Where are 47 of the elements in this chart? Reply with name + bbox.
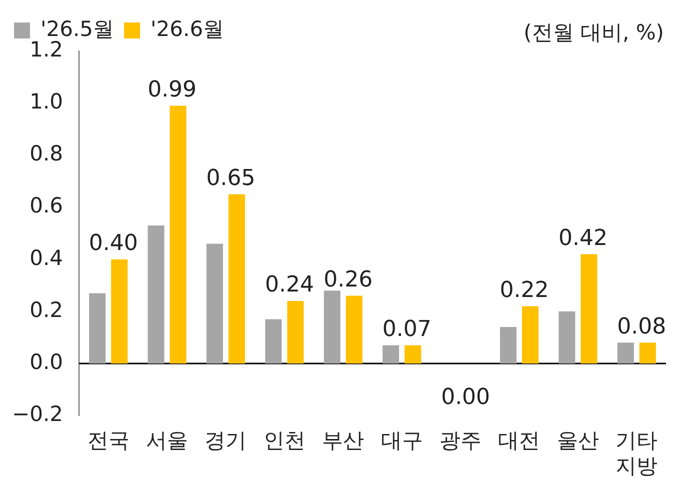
data-label: 0.24 xyxy=(264,272,314,298)
data-label: 0.42 xyxy=(558,226,608,251)
legend-label: '26.6월 xyxy=(150,16,224,41)
x-tick-label: 광주 xyxy=(440,428,482,453)
bar xyxy=(148,225,164,364)
bar xyxy=(346,296,362,364)
bar xyxy=(287,301,304,364)
bar xyxy=(206,244,223,364)
data-label: 0.08 xyxy=(617,314,666,340)
bar xyxy=(324,290,340,364)
y-tick-label: 0.6 xyxy=(30,194,63,218)
bar xyxy=(404,345,422,364)
x-tick-label: 인천 xyxy=(263,428,306,453)
bar xyxy=(170,106,186,364)
x-tick-label: 울산 xyxy=(556,428,599,453)
bar xyxy=(580,254,598,364)
bar xyxy=(382,345,400,364)
x-tick-label: 대전 xyxy=(498,428,540,453)
data-label: 0.99 xyxy=(148,77,197,102)
bar xyxy=(522,306,539,364)
data-label: 0.40 xyxy=(88,231,138,256)
text: (전월 대비, %) xyxy=(524,20,664,44)
data-label: 0.00 xyxy=(441,385,490,410)
bar xyxy=(558,311,576,364)
y-tick-label: 0.2 xyxy=(30,298,63,322)
bar xyxy=(639,342,656,364)
bar xyxy=(265,319,282,364)
data-label: 0.22 xyxy=(500,278,549,303)
y-tick-label: 0.8 xyxy=(30,142,63,166)
data-label: 0.07 xyxy=(382,317,432,342)
bar xyxy=(111,259,128,364)
x-tick-label: 서울 xyxy=(146,428,188,453)
bar xyxy=(500,327,516,364)
y-tick-label: 1.0 xyxy=(30,90,63,114)
x-tick-label: 기타 지방 xyxy=(616,428,658,478)
bar xyxy=(228,194,246,364)
x-tick-label: 전국 xyxy=(87,428,130,453)
y-tick-label: 0.4 xyxy=(30,246,63,270)
bar xyxy=(89,293,106,364)
y-tick-label: 0.0 xyxy=(30,350,63,374)
data-label: 0.26 xyxy=(324,268,373,293)
data-label: 0.65 xyxy=(206,166,256,191)
bar xyxy=(617,342,634,364)
x-tick-label: 부산 xyxy=(322,428,364,453)
x-tick-label: 대구 xyxy=(380,428,423,453)
x-tick-label: 경기 xyxy=(204,428,247,453)
y-tick-label: −0.2 xyxy=(12,402,63,426)
